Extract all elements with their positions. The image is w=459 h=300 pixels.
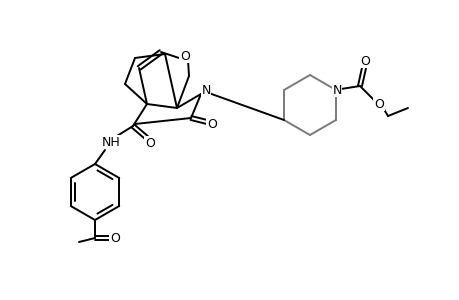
Text: O: O (207, 118, 217, 130)
Text: N: N (331, 83, 341, 97)
Text: NH: NH (101, 136, 120, 148)
Text: O: O (179, 50, 190, 62)
Text: O: O (145, 136, 155, 149)
Text: O: O (359, 55, 369, 68)
Text: O: O (110, 232, 120, 244)
Text: O: O (373, 98, 383, 110)
Text: N: N (201, 83, 210, 97)
